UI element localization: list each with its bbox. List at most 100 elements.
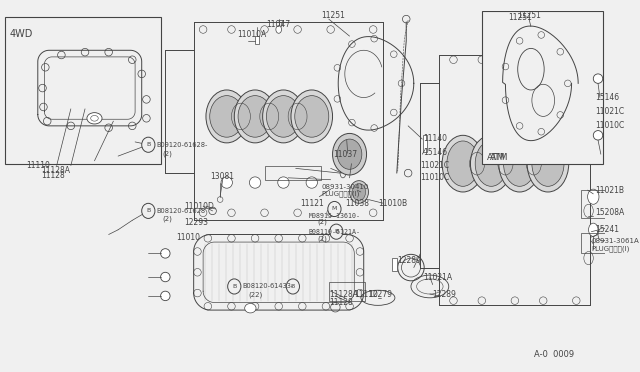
Text: B: B	[232, 284, 236, 289]
Text: 11010: 11010	[177, 233, 201, 242]
Ellipse shape	[228, 279, 241, 294]
Text: 15146: 15146	[595, 93, 620, 102]
Text: 12289: 12289	[433, 289, 456, 298]
Ellipse shape	[141, 137, 155, 152]
Text: 11021B: 11021B	[595, 186, 624, 195]
Text: (2): (2)	[317, 219, 327, 225]
Bar	[329, 282, 365, 301]
Text: 11128: 11128	[42, 171, 65, 180]
Text: A-0  0009: A-0 0009	[534, 350, 574, 359]
Text: B: B	[291, 284, 295, 289]
Ellipse shape	[499, 135, 540, 192]
Ellipse shape	[221, 177, 232, 188]
Text: 11110: 11110	[26, 161, 51, 170]
Ellipse shape	[286, 279, 300, 294]
Ellipse shape	[330, 224, 343, 239]
Ellipse shape	[447, 141, 479, 186]
Text: 11140: 11140	[423, 134, 447, 142]
Ellipse shape	[87, 113, 102, 124]
Text: 4WD: 4WD	[10, 29, 33, 39]
Text: 11038: 11038	[345, 199, 369, 208]
Text: 08931-30410: 08931-30410	[321, 184, 369, 190]
Ellipse shape	[210, 96, 244, 137]
Text: 11021C: 11021C	[595, 107, 624, 116]
Text: 11251: 11251	[321, 11, 345, 20]
Text: 11121: 11121	[300, 199, 324, 208]
Text: B09120-61628-: B09120-61628-	[156, 142, 207, 148]
Text: 12289: 12289	[397, 256, 420, 264]
Ellipse shape	[306, 177, 317, 188]
Text: B: B	[146, 208, 150, 214]
Text: B: B	[334, 229, 339, 234]
Text: M: M	[332, 206, 337, 212]
Text: 15208A: 15208A	[595, 208, 625, 217]
Ellipse shape	[593, 131, 603, 140]
Text: PLUGプラグ(I): PLUGプラグ(I)	[591, 246, 630, 252]
Text: (2): (2)	[163, 215, 172, 222]
Ellipse shape	[161, 248, 170, 258]
Text: 11021A: 11021A	[423, 273, 452, 282]
Text: 11021C: 11021C	[420, 161, 449, 170]
Text: B08110-6121A-: B08110-6121A-	[309, 229, 361, 235]
Text: 11010A: 11010A	[237, 30, 266, 39]
Text: B08120-61628: B08120-61628	[156, 208, 205, 214]
Ellipse shape	[476, 141, 508, 186]
Bar	[581, 232, 609, 253]
Text: 11010C: 11010C	[595, 121, 625, 130]
Text: 15146: 15146	[423, 148, 447, 157]
Ellipse shape	[570, 64, 583, 74]
Text: 11010B: 11010B	[378, 199, 407, 208]
Ellipse shape	[442, 135, 484, 192]
Ellipse shape	[337, 139, 362, 169]
Text: 11251: 11251	[508, 13, 532, 22]
Ellipse shape	[328, 202, 341, 217]
Text: 11128A: 11128A	[42, 166, 70, 175]
Ellipse shape	[349, 181, 369, 203]
Text: (22): (22)	[248, 292, 262, 298]
Bar	[581, 190, 607, 218]
Ellipse shape	[244, 304, 256, 313]
Text: 11037: 11037	[333, 150, 358, 159]
Ellipse shape	[250, 177, 260, 188]
Ellipse shape	[278, 177, 289, 188]
Text: 11110: 11110	[355, 289, 378, 298]
Ellipse shape	[532, 141, 564, 186]
Text: (2): (2)	[317, 235, 327, 241]
Ellipse shape	[588, 189, 599, 204]
Ellipse shape	[527, 135, 569, 192]
Text: 11128: 11128	[329, 298, 353, 307]
Ellipse shape	[234, 90, 276, 143]
Text: 11251: 11251	[516, 11, 541, 20]
Ellipse shape	[206, 90, 248, 143]
Text: 11010C: 11010C	[420, 173, 450, 182]
Ellipse shape	[504, 141, 536, 186]
Ellipse shape	[470, 135, 512, 192]
Ellipse shape	[276, 26, 282, 33]
Text: B: B	[146, 142, 150, 147]
Text: PLUGプラグ(I): PLUGプラグ(I)	[321, 190, 360, 197]
Bar	[255, 36, 259, 44]
Bar	[482, 11, 603, 164]
Text: 12279: 12279	[369, 289, 392, 298]
Text: M08915-13610-: M08915-13610-	[309, 213, 361, 219]
Ellipse shape	[161, 291, 170, 301]
Bar	[4, 17, 161, 164]
Ellipse shape	[291, 90, 333, 143]
Bar	[264, 167, 321, 180]
Ellipse shape	[353, 183, 365, 201]
Ellipse shape	[161, 272, 170, 282]
Ellipse shape	[333, 134, 367, 175]
Text: 11010D: 11010D	[184, 202, 214, 211]
Text: 08931-3061A: 08931-3061A	[591, 238, 639, 244]
Text: ATM: ATM	[486, 153, 505, 161]
Text: 13081: 13081	[211, 172, 235, 182]
Ellipse shape	[589, 223, 598, 236]
Text: 11128A: 11128A	[329, 289, 358, 298]
Ellipse shape	[238, 96, 272, 137]
Bar	[392, 258, 397, 271]
Text: (2): (2)	[163, 150, 172, 157]
Text: ATM: ATM	[490, 154, 509, 163]
Ellipse shape	[593, 74, 603, 83]
Ellipse shape	[266, 96, 300, 137]
Ellipse shape	[141, 203, 155, 218]
